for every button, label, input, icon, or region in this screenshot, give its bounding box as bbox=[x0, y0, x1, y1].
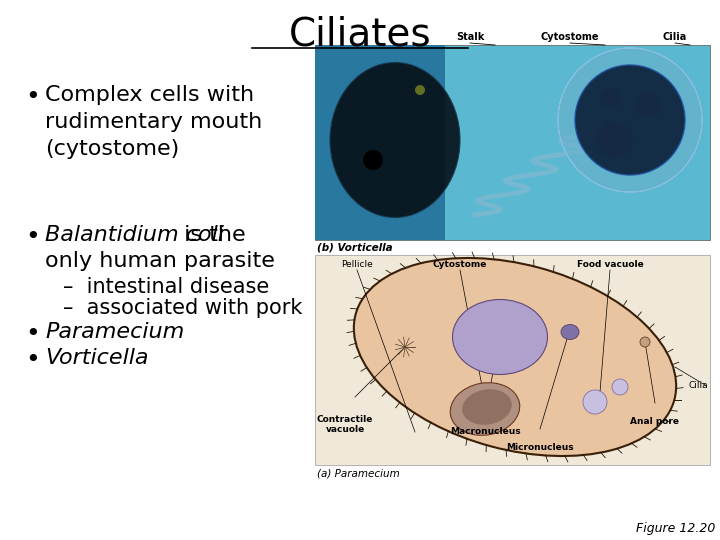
Ellipse shape bbox=[561, 325, 579, 340]
Text: Vorticella: Vorticella bbox=[45, 348, 148, 368]
Text: Pellicle: Pellicle bbox=[341, 260, 373, 269]
Text: Stalk: Stalk bbox=[456, 32, 484, 42]
Text: Cilia: Cilia bbox=[663, 32, 687, 42]
Ellipse shape bbox=[354, 258, 676, 456]
Ellipse shape bbox=[450, 383, 520, 435]
Text: (b) Vorticella: (b) Vorticella bbox=[317, 243, 392, 253]
Text: Figure 12.20: Figure 12.20 bbox=[636, 522, 715, 535]
Ellipse shape bbox=[330, 63, 460, 218]
Text: only human parasite: only human parasite bbox=[45, 251, 275, 271]
Text: Complex cells with
rudimentary mouth
(cytostome): Complex cells with rudimentary mouth (cy… bbox=[45, 85, 262, 159]
Text: Paramecium: Paramecium bbox=[45, 322, 184, 342]
Text: •: • bbox=[25, 85, 40, 109]
Bar bbox=[315, 45, 445, 240]
Circle shape bbox=[640, 337, 650, 347]
Circle shape bbox=[415, 85, 425, 95]
Circle shape bbox=[612, 379, 628, 395]
Bar bbox=[315, 45, 710, 240]
Circle shape bbox=[583, 390, 607, 414]
Circle shape bbox=[636, 93, 660, 117]
Circle shape bbox=[597, 122, 633, 158]
Text: Cytostome: Cytostome bbox=[433, 260, 487, 269]
Circle shape bbox=[575, 65, 685, 175]
Bar bbox=[315, 255, 710, 465]
Text: Cytostome: Cytostome bbox=[541, 32, 599, 42]
Text: Micronucleus: Micronucleus bbox=[506, 443, 574, 452]
Circle shape bbox=[600, 88, 620, 108]
Text: (a) Paramecium: (a) Paramecium bbox=[317, 468, 400, 478]
Ellipse shape bbox=[462, 389, 512, 425]
Text: Food vacuole: Food vacuole bbox=[577, 260, 644, 269]
Text: Anal pore: Anal pore bbox=[631, 417, 680, 426]
Text: Ciliates: Ciliates bbox=[289, 15, 431, 53]
Text: •: • bbox=[25, 348, 40, 372]
Circle shape bbox=[363, 150, 383, 170]
Text: Macronucleus: Macronucleus bbox=[450, 427, 521, 436]
Text: Balantidium coli: Balantidium coli bbox=[45, 225, 224, 245]
Text: –  associated with pork: – associated with pork bbox=[63, 298, 302, 318]
Text: –  intestinal disease: – intestinal disease bbox=[63, 277, 269, 297]
Text: Cilia: Cilia bbox=[688, 381, 708, 389]
Text: •: • bbox=[25, 322, 40, 346]
Circle shape bbox=[558, 48, 702, 192]
Text: •: • bbox=[25, 225, 40, 249]
Text: is the: is the bbox=[177, 225, 246, 245]
Ellipse shape bbox=[452, 300, 547, 375]
Text: Contractile
vacuole: Contractile vacuole bbox=[317, 415, 373, 434]
